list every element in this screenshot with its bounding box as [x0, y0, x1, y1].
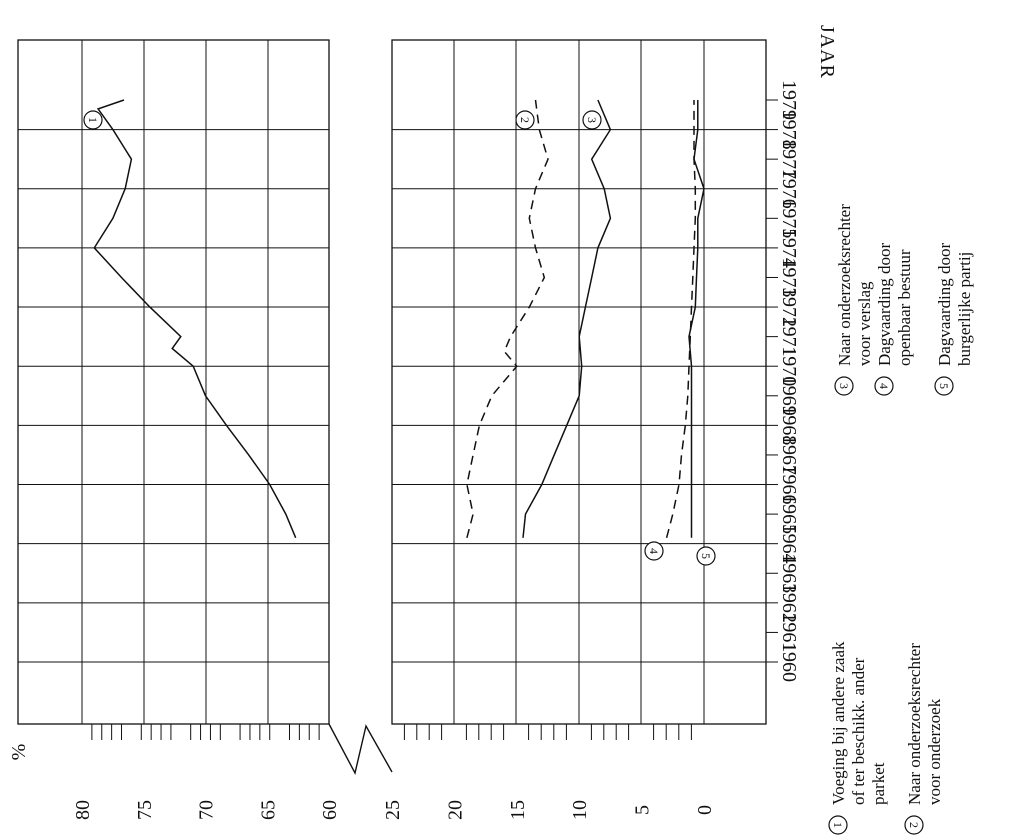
year-tick-label: 1967 — [778, 435, 800, 475]
legend-marker-5-number: 5 — [937, 383, 951, 389]
year-tick-label: 1977 — [778, 139, 800, 179]
series-marker-1-circle — [83, 110, 103, 130]
legend-marker-4-number: 4 — [877, 383, 891, 389]
series-marker-5-number: 5 — [699, 553, 713, 559]
year-tick-label: 1970 — [778, 346, 800, 386]
series-line-2 — [466, 99, 549, 538]
series-marker-4-number: 4 — [647, 548, 661, 554]
legend-marker-2-circle — [904, 815, 924, 835]
year-tick-label: 1965 — [778, 494, 800, 534]
value-tick-label: 70 — [196, 800, 218, 820]
year-tick-label: 1971 — [778, 317, 800, 357]
y-axis-label: % — [8, 744, 30, 761]
axis-break — [328, 723, 393, 775]
year-tick-label: 1975 — [778, 198, 800, 238]
value-tick-label: 5 — [632, 805, 654, 815]
legend-marker-4-circle — [874, 376, 894, 396]
year-tick-label: 1979 — [778, 80, 800, 120]
series-line-3 — [522, 99, 612, 538]
value-tick-label: 75 — [134, 800, 156, 820]
legend-marker-3-number: 3 — [837, 383, 851, 389]
value-tick-label: 60 — [319, 800, 341, 820]
series-line-5 — [688, 100, 705, 538]
series-line-1 — [93, 99, 297, 539]
series-marker-3-number: 3 — [585, 117, 599, 123]
legend-text-5: Dagvaarding door — [935, 242, 954, 366]
legend-marker-2-number: 2 — [907, 822, 921, 828]
value-tick-label: 0 — [694, 805, 716, 815]
series-marker-4-circle — [644, 541, 664, 561]
series-marker-3-circle — [582, 110, 602, 130]
year-tick-label: 1976 — [778, 169, 800, 209]
series-marker-5-circle — [696, 546, 716, 566]
value-tick-label: 15 — [507, 800, 529, 820]
year-tick-label: 1973 — [778, 257, 800, 297]
year-tick-label: 1960 — [778, 642, 800, 682]
year-tick-label: 1972 — [778, 287, 800, 327]
series-line-4 — [665, 100, 697, 538]
year-tick-label: 1968 — [778, 405, 800, 445]
legend-marker-5-circle — [934, 376, 954, 396]
year-tick-label: 1962 — [778, 583, 800, 623]
upper-panel-frame — [17, 39, 330, 725]
value-tick-label: 20 — [444, 800, 466, 820]
value-tick-label: 65 — [257, 800, 279, 820]
upper-panel — [17, 39, 330, 725]
legend-marker-3-circle — [834, 376, 854, 396]
lower-panel — [391, 39, 767, 725]
year-tick-label: 1978 — [778, 110, 800, 150]
value-tick-label: 10 — [569, 800, 591, 820]
legend-text-4: Dagvaarding door — [875, 242, 894, 366]
legend-text-2: voor onderzoek — [925, 698, 944, 805]
legend-text-4: openbaar bestuur — [895, 249, 914, 366]
year-tick-label: 1969 — [778, 376, 800, 416]
legend-text-3: voor verslag — [855, 281, 874, 366]
legend-text-1: Voeging bij andere zaak — [829, 641, 848, 805]
series-marker-1-number: 1 — [86, 117, 100, 123]
legend-marker-1-number: 1 — [831, 822, 845, 828]
legend-text-2: Naar onderzoeksrechter — [905, 643, 924, 805]
year-tick-label: 1961 — [778, 612, 800, 652]
x-axis-label: JAAR — [816, 25, 838, 79]
year-tick-label: 1966 — [778, 465, 800, 505]
value-tick-label: 80 — [72, 800, 94, 820]
legend-text-3: Naar onderzoeksrechter — [835, 204, 854, 366]
legend-text-1: of ter beschikk. ander — [849, 657, 868, 805]
legend-marker-1-circle — [828, 815, 848, 835]
series-marker-2-circle — [515, 110, 535, 130]
year-tick-label: 1964 — [778, 524, 800, 564]
year-tick-label: 1974 — [778, 228, 800, 268]
legend-text-1: parket — [869, 762, 888, 805]
legend-text-5: burgerlijke partij — [955, 252, 974, 366]
series-marker-2-number: 2 — [518, 117, 532, 123]
value-tick-label: 25 — [382, 800, 404, 820]
year-tick-label: 1963 — [778, 553, 800, 593]
